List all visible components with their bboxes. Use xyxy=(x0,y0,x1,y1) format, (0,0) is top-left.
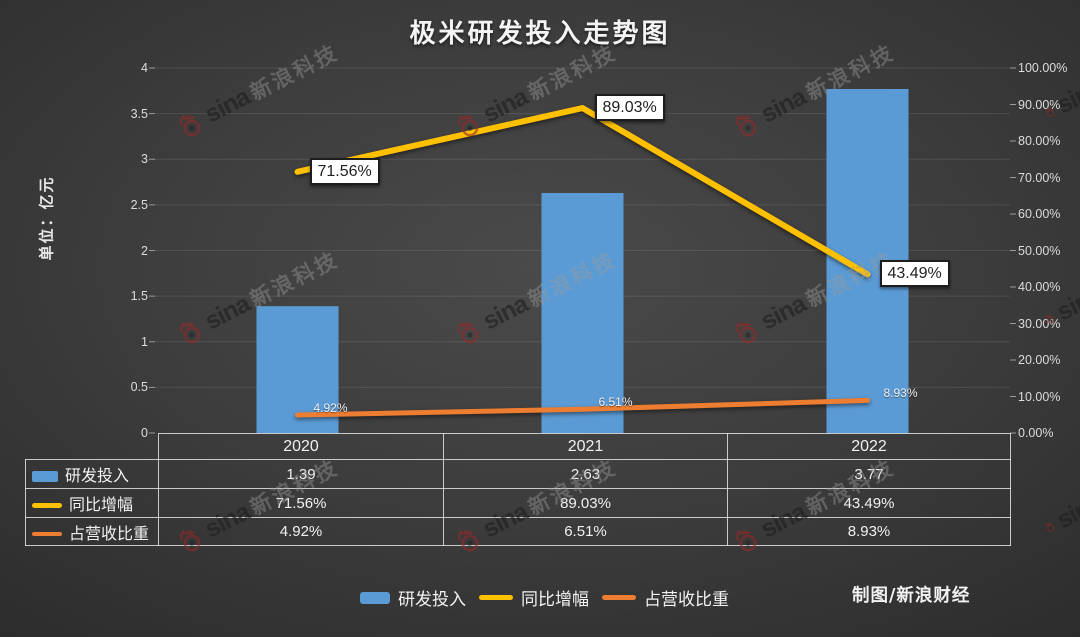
bar-2021 xyxy=(541,193,624,433)
legend-item-bar: 研发投入 xyxy=(360,585,466,610)
legend-line-swatch-icon xyxy=(479,595,513,600)
left-axis-tick-label: 2 xyxy=(141,243,148,258)
table-year-header: 2021 xyxy=(443,433,728,460)
table-cell: 2.63 xyxy=(443,459,728,489)
left-axis-tick-label: 2.5 xyxy=(130,197,148,212)
table-cell: 4.92% xyxy=(158,517,444,546)
legend: 研发投入 同比增幅 占营收比重 xyxy=(360,585,729,610)
data-table: 2020 2021 2022 研发投入 1.39 2.63 3.77 同比增幅 71.56% 89… xyxy=(25,433,1011,546)
line-swatch-icon xyxy=(32,503,62,508)
legend-label: 研发投入 xyxy=(398,590,466,610)
left-axis-tick-label: 1 xyxy=(141,334,148,349)
table-cell: 1.39 xyxy=(158,459,444,489)
line-swatch-icon xyxy=(32,531,62,537)
right-axis-tick-label: 80.00% xyxy=(1018,134,1061,148)
line-data-label: 89.03% xyxy=(594,94,665,122)
left-axis-tick-label: 3.5 xyxy=(130,106,148,121)
right-axis-tick-label: 60.00% xyxy=(1018,207,1061,221)
right-axis-tick-label: 70.00% xyxy=(1018,170,1061,185)
table-row-label: 同比增幅 xyxy=(25,488,159,518)
legend-item-line: 占营收比重 xyxy=(602,585,729,610)
left-axis-tick-label: 4 xyxy=(141,61,148,75)
table-cell: 8.93% xyxy=(727,517,1011,546)
credit-text: 制图/新浪财经 xyxy=(852,586,971,606)
left-axis-tick-label: 0.5 xyxy=(130,380,148,395)
left-axis-tick-label: 3 xyxy=(141,152,148,167)
right-axis-tick-label: 10.00% xyxy=(1018,389,1061,404)
table-row-label: 研发投入 xyxy=(25,459,159,489)
legend-line-swatch-icon xyxy=(602,595,636,600)
right-axis-tick-label: 100.00% xyxy=(1018,61,1068,75)
line-data-label-small: 4.92% xyxy=(313,401,348,416)
legend-item-line: 同比增幅 xyxy=(479,585,589,610)
table-cell: 43.49% xyxy=(727,488,1011,518)
占营收比重-line xyxy=(295,397,870,418)
table-row-label: 占营收比重 xyxy=(25,517,159,546)
legend-label: 同比增幅 xyxy=(521,590,589,610)
table-cell: 71.56% xyxy=(158,488,444,518)
legend-label: 占营收比重 xyxy=(644,590,729,610)
line-data-label-small: 6.51% xyxy=(598,395,633,410)
table-cell: 6.51% xyxy=(443,517,728,546)
chart-title: 极米研发投入走势图 xyxy=(409,19,671,49)
bar-2020 xyxy=(256,306,339,433)
table-year-header: 2022 xyxy=(727,433,1011,460)
line-data-label-small: 8.93% xyxy=(883,386,918,401)
left-axis-tick-label: 0 xyxy=(141,426,148,440)
table-year-header: 2020 xyxy=(158,433,444,460)
table-cell: 89.03% xyxy=(443,488,728,518)
left-axis-tick-label: 1.5 xyxy=(130,289,148,304)
right-axis-tick-label: 20.00% xyxy=(1018,353,1061,367)
right-axis-tick-label: 50.00% xyxy=(1018,243,1061,258)
right-axis-tick-label: 0.00% xyxy=(1018,426,1054,440)
right-axis-tick-label: 90.00% xyxy=(1018,97,1061,112)
line-data-label: 71.56% xyxy=(309,157,380,185)
bar-swatch-icon xyxy=(32,471,58,482)
legend-bar-swatch-icon xyxy=(360,591,390,604)
right-axis-tick-label: 40.00% xyxy=(1018,280,1061,294)
table-cell: 3.77 xyxy=(727,459,1011,489)
同比增幅-line xyxy=(294,105,871,278)
line-data-label: 43.49% xyxy=(879,260,950,288)
table-corner-empty xyxy=(26,434,159,460)
right-axis-tick-label: 30.00% xyxy=(1018,316,1061,331)
